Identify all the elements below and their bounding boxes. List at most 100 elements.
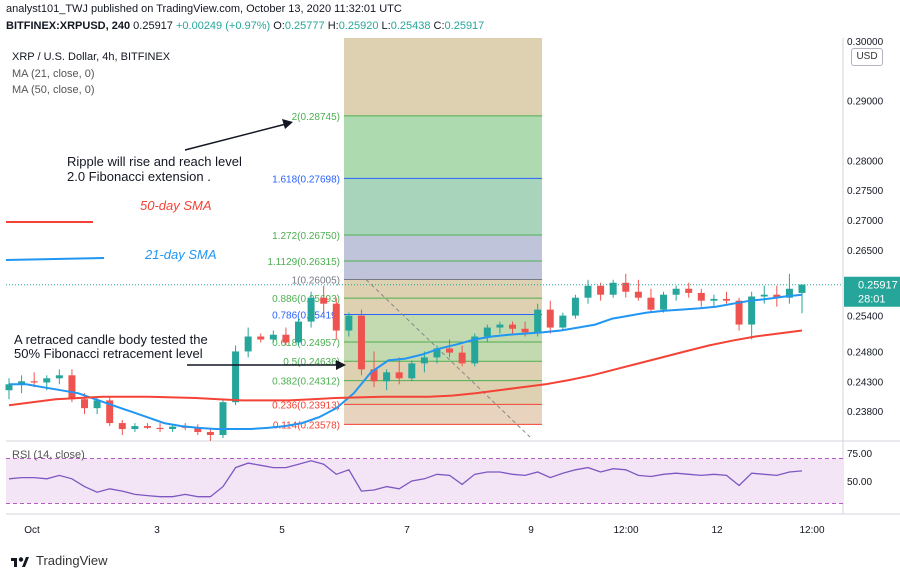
candle-body	[571, 297, 579, 316]
price-change: +0.00249 (+0.97%)	[175, 20, 271, 32]
tradingview-logo-icon	[11, 556, 29, 567]
open-value: 0.25777	[284, 20, 325, 32]
last-price: 0.25917	[133, 20, 173, 32]
candle-body	[622, 282, 630, 292]
fib-level-label: 0.5(0.24636)	[283, 357, 340, 368]
time-tick-label: 12:00	[799, 525, 824, 536]
candle-body	[332, 303, 340, 331]
ma21-sample-line	[5, 257, 105, 261]
price-tick-label: 0.28000	[847, 156, 884, 167]
candle-body	[483, 327, 491, 337]
sma21-label: 21-day SMA	[144, 247, 217, 262]
fib-band	[344, 178, 542, 236]
last-price-tag	[844, 276, 900, 307]
low-label: L:	[381, 20, 391, 32]
candle-body	[773, 294, 781, 298]
candle-body	[81, 399, 89, 409]
candle-body	[420, 357, 428, 364]
fib-band	[344, 279, 542, 315]
candle-body	[43, 378, 51, 383]
candle-body	[93, 400, 101, 409]
candle-body	[307, 297, 315, 322]
candle-body	[5, 384, 13, 391]
candle-body	[244, 336, 252, 352]
candle-body	[634, 291, 642, 298]
candle-body	[320, 297, 328, 304]
high-value: 0.25920	[338, 20, 379, 32]
ma50-legend[interactable]: MA (50, close, 0)	[12, 84, 95, 96]
ma21-legend[interactable]: MA (21, close, 0)	[12, 68, 95, 80]
candle-body	[697, 292, 705, 301]
candle-body	[685, 288, 693, 293]
candle-body	[748, 296, 756, 325]
rsi-line	[8, 460, 803, 498]
candle-body	[408, 363, 416, 379]
candle-body	[118, 423, 126, 430]
currency-button[interactable]: USD	[851, 48, 883, 66]
candle-body	[446, 348, 454, 353]
candle-body	[206, 432, 214, 436]
tradingview-brand[interactable]: TradingView	[10, 553, 108, 568]
publish-info: analyst101_TWJ published on TradingView.…	[6, 3, 402, 15]
annotation-text: 50% Fibonacci retracement level	[14, 346, 203, 361]
candle-body	[169, 426, 177, 430]
candle-body	[785, 288, 793, 298]
price-tick-label: 0.29000	[847, 97, 884, 108]
candle-body	[282, 334, 290, 343]
tradingview-brand-label: TradingView	[36, 553, 108, 568]
candle-body	[194, 427, 202, 433]
close-value: 0.25917	[444, 20, 485, 32]
time-tick-label: 5	[279, 525, 285, 536]
candle-body	[584, 285, 592, 298]
candle-body	[18, 381, 26, 385]
candle-body	[798, 284, 806, 293]
arrow-head	[336, 360, 346, 370]
candle-body	[395, 372, 403, 379]
candle-body	[496, 324, 504, 328]
candle-body	[597, 285, 605, 295]
price-tick-label: 0.23800	[847, 407, 884, 418]
price-tick-label: 0.25400	[847, 312, 884, 323]
rsi-band	[6, 458, 843, 504]
candle-body	[647, 297, 655, 310]
countdown-label: 28:01	[858, 294, 886, 306]
fib-band	[344, 235, 542, 280]
candle-body	[508, 324, 516, 329]
fib-level-label: 0.618(0.24957)	[272, 338, 340, 349]
ma21-line	[9, 293, 803, 430]
fib-trend-line	[365, 279, 531, 438]
fib-band	[344, 38, 542, 116]
price-tick-label: 0.26500	[847, 246, 884, 257]
high-label: H:	[327, 20, 339, 32]
fib-level-label: 0.886(0.25693)	[272, 294, 340, 305]
sma50-label: 50-day SMA	[140, 198, 212, 213]
candle-body	[383, 372, 391, 382]
fib-level-label: 0.236(0.23913)	[272, 400, 340, 411]
fib-level-label: 0.114(0.23578)	[273, 420, 340, 431]
fib-level-label: 0.382(0.24312)	[272, 377, 340, 388]
candle-body	[760, 294, 768, 297]
time-tick-label: 9	[528, 525, 534, 536]
last-price-label: 0.25917	[858, 280, 898, 292]
symbol-label: BITFINEX:XRPUSD, 240	[6, 20, 131, 32]
arrow-line	[184, 123, 287, 151]
ma50-line	[8, 329, 803, 407]
time-tick-label: 7	[404, 525, 410, 536]
candle-body	[458, 352, 466, 364]
fib-level-label: 0.786(0.25419)	[272, 310, 340, 321]
candle-body	[345, 315, 353, 331]
candle-body	[735, 300, 743, 325]
fib-level-label: 2(0.28745)	[292, 112, 340, 123]
candle-body	[295, 321, 303, 343]
rsi-legend[interactable]: RSI (14, close)	[12, 449, 85, 461]
candle-body	[722, 298, 730, 301]
candle-body	[672, 288, 680, 295]
arrow-head	[282, 119, 293, 129]
candle-body	[257, 336, 265, 340]
rsi-tick-label: 50.00	[847, 477, 872, 488]
price-tick-label: 0.24300	[847, 377, 884, 388]
candle-body	[357, 315, 365, 370]
candle-body	[471, 336, 479, 364]
candle-body	[710, 298, 718, 301]
